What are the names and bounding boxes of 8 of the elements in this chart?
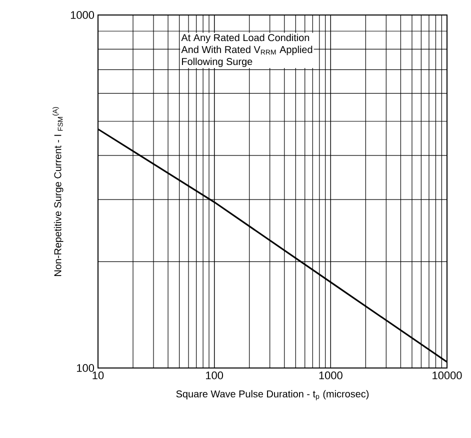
annotation: And With Rated V$_{RRM}$ Applied bbox=[181, 46, 312, 56]
annotation: At Any Rated Load Condition bbox=[181, 34, 310, 44]
x-axis-title: Square Wave Pulse Duration - t$_{p}$ (microsec) bbox=[176, 390, 369, 400]
annotation: Following Surge bbox=[182, 58, 252, 68]
x-tick-label: 1000 bbox=[319, 372, 342, 380]
x-tick-label: 10 bbox=[92, 372, 104, 380]
x-tick-label: 10000 bbox=[432, 372, 462, 380]
x-tick-label: 100 bbox=[206, 372, 224, 380]
